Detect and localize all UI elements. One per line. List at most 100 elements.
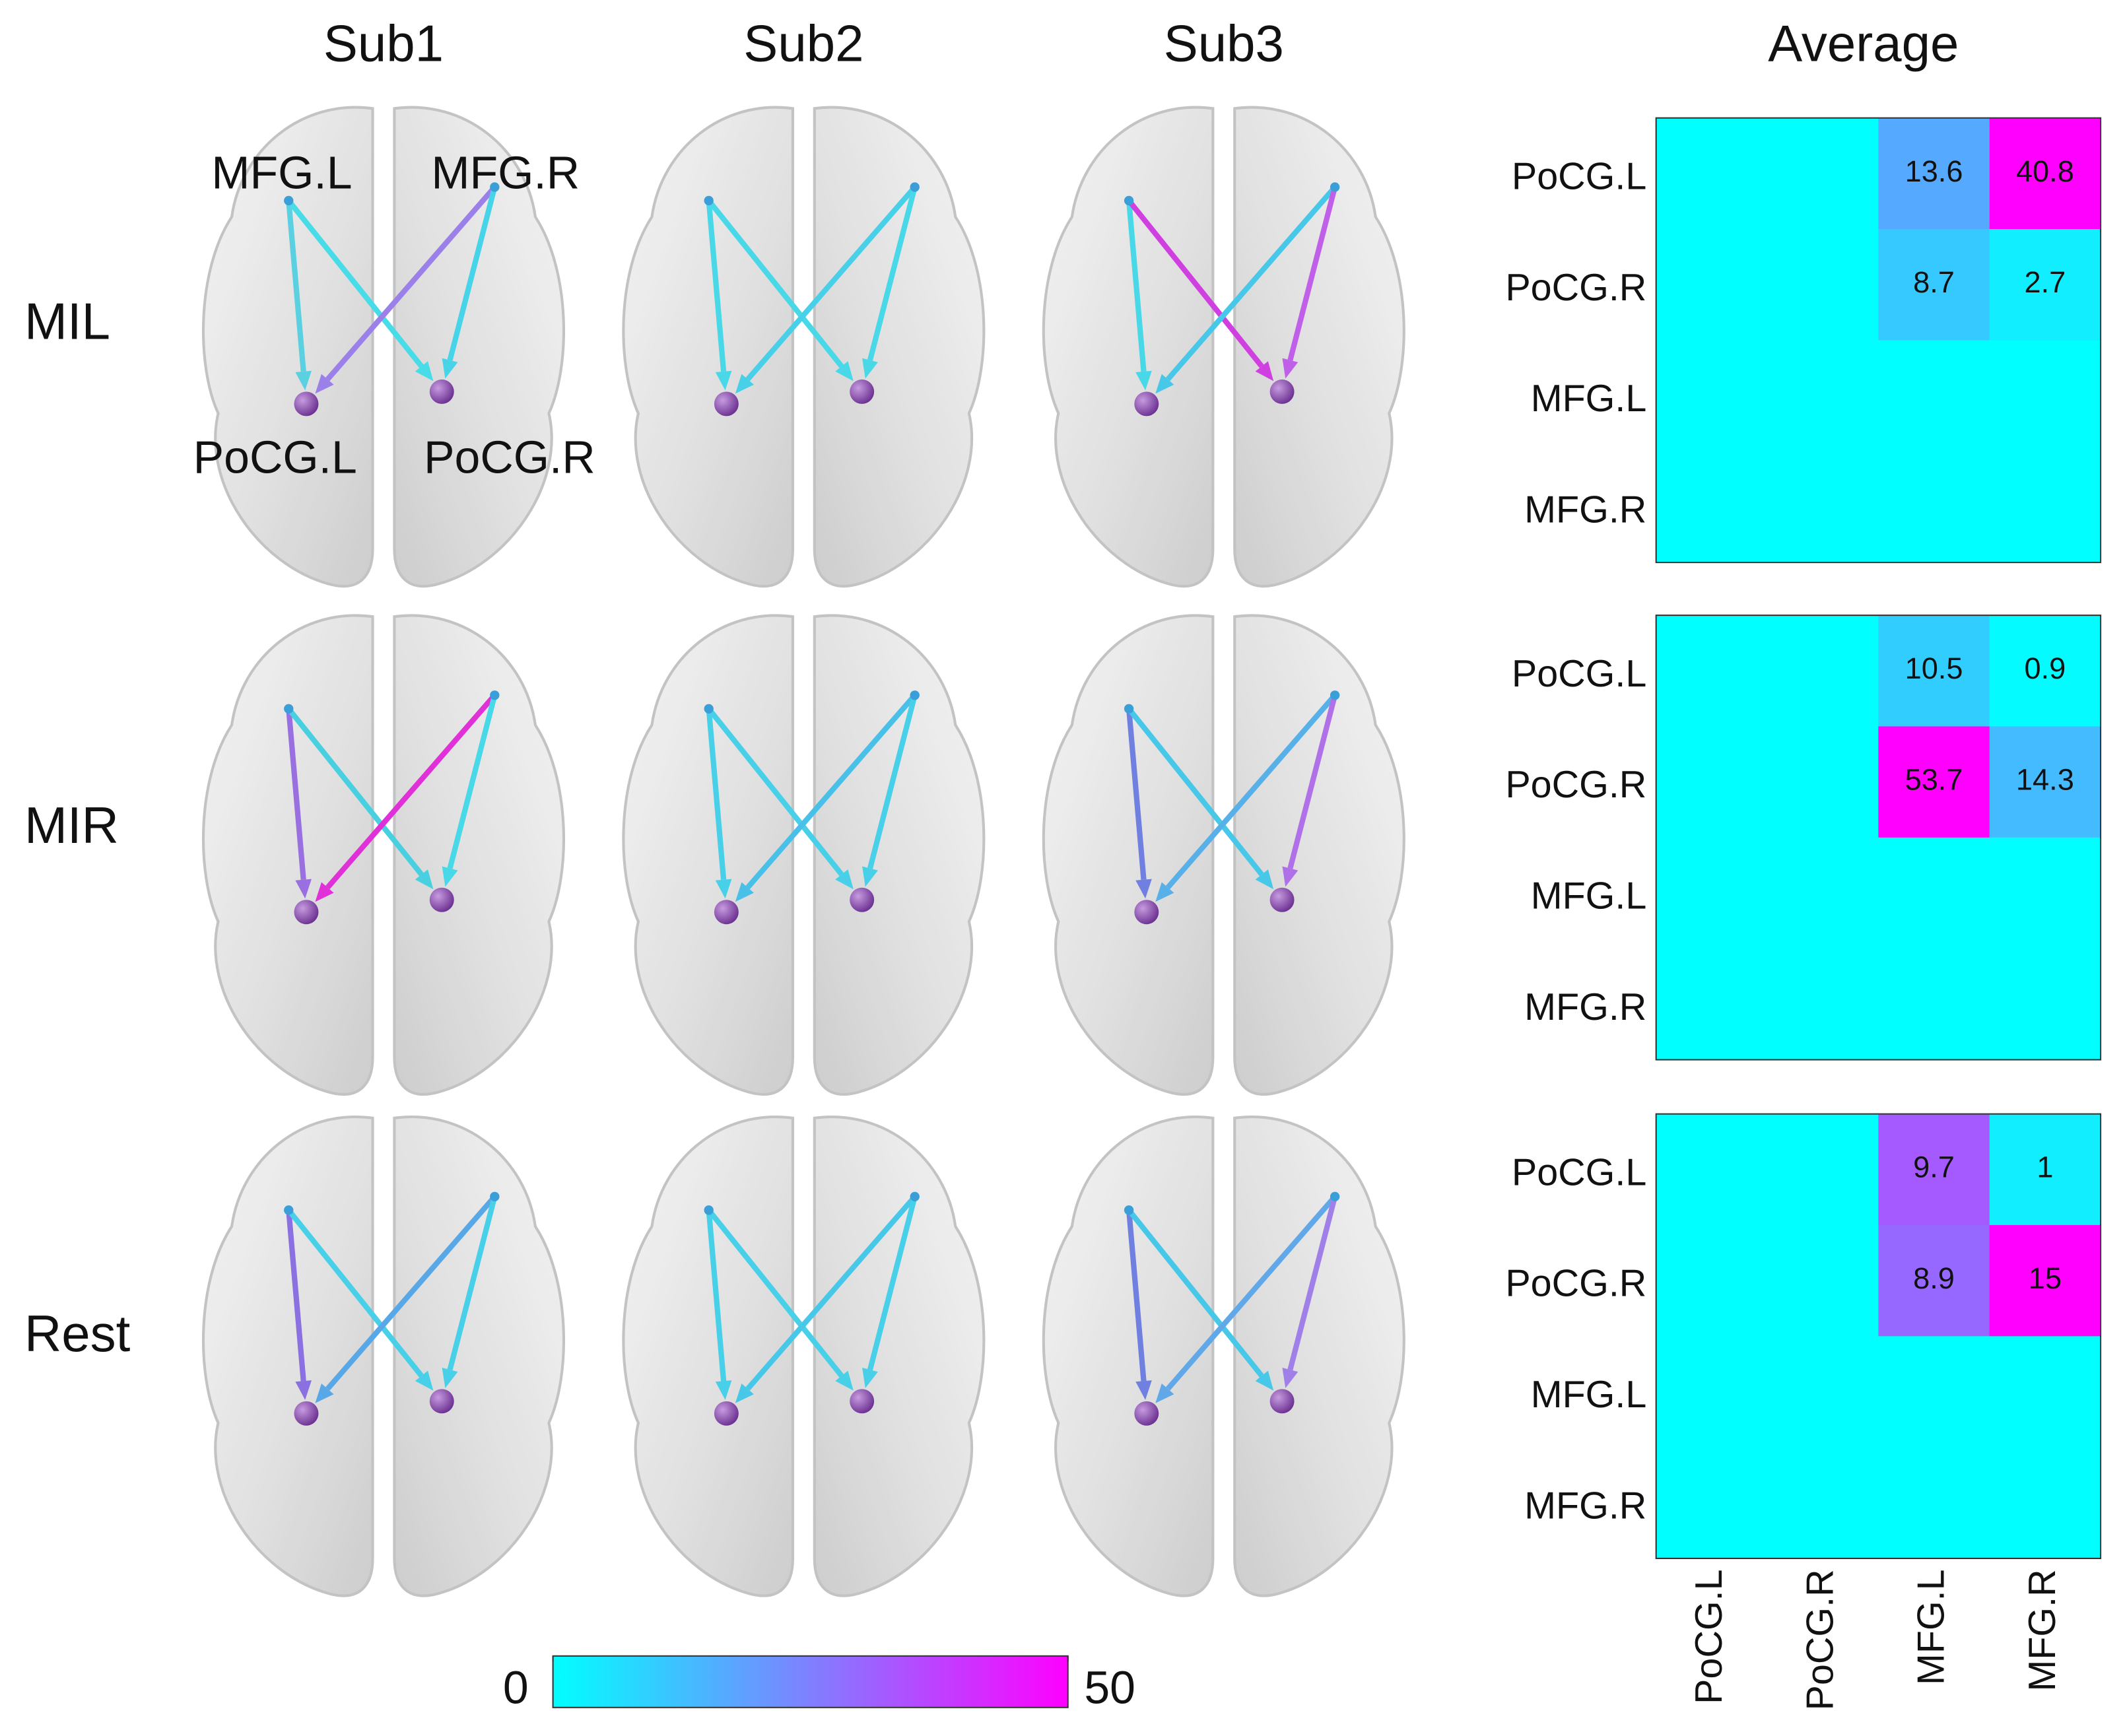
- heat-cell: [1656, 726, 1769, 838]
- heat-cell: [1767, 117, 1879, 230]
- heat-cell: [1878, 117, 1990, 230]
- heat-cell: [1656, 451, 1769, 564]
- arrow-head: [1135, 879, 1152, 899]
- cell-label: 15: [2029, 1261, 2062, 1295]
- heat-cell: [1767, 1114, 1879, 1226]
- cell-label: 10.5: [1905, 651, 1963, 685]
- arrow-head: [835, 869, 854, 890]
- hemisphere: [622, 1116, 795, 1597]
- heat-cell: [1767, 949, 1879, 1061]
- connection: [1287, 186, 1338, 361]
- heat-cell: [1656, 229, 1769, 341]
- arrow-head: [1135, 370, 1152, 391]
- cell-label: 40.8: [2016, 154, 2074, 188]
- connection: [286, 708, 306, 880]
- source-node: [910, 1191, 920, 1202]
- target-node: [1134, 391, 1159, 417]
- hemisphere: [201, 106, 374, 588]
- y-tick-label: MFG.L: [1531, 875, 1647, 918]
- arrow-head: [835, 361, 854, 382]
- cell-label: 2.7: [2024, 265, 2066, 299]
- heat-cell: [1878, 1447, 1990, 1559]
- connection: [1126, 1208, 1264, 1378]
- heat-cell: [1767, 837, 1879, 950]
- target-node: [850, 379, 875, 404]
- column-title: Sub3: [1164, 15, 1284, 73]
- x-tick-label: MFG.L: [1910, 1569, 1953, 1685]
- hemisphere: [201, 614, 374, 1096]
- source-node: [1330, 690, 1340, 700]
- cell-label: 8.9: [1913, 1261, 1955, 1295]
- connection: [1126, 1210, 1147, 1382]
- hemisphere: [813, 106, 986, 588]
- connection: [706, 707, 844, 877]
- target-node: [429, 379, 454, 404]
- row-label: MIR: [24, 796, 119, 854]
- heat-cell: [1767, 451, 1879, 564]
- target-node: [850, 887, 875, 912]
- target-node: [294, 1401, 319, 1426]
- heat-cell: [1989, 726, 2102, 838]
- arrow-head: [735, 1384, 754, 1403]
- target-node: [1269, 1389, 1295, 1414]
- connection: [1126, 708, 1147, 880]
- arrow-head: [715, 1380, 732, 1400]
- cell-label: 0.9: [2024, 651, 2066, 685]
- connection: [1165, 1195, 1337, 1391]
- connection: [1287, 1195, 1338, 1371]
- heatmaps: 13.6 40.8 8.7 2.7 PoCG.L PoCG.R MFG.L MFG.R 10.5…: [1505, 117, 2102, 1710]
- connection: [867, 186, 918, 361]
- target-node: [1269, 887, 1295, 912]
- hemisphere: [1233, 1116, 1405, 1597]
- connection: [447, 186, 498, 361]
- heat-frame: [1655, 615, 2102, 1061]
- column-title: Sub1: [323, 15, 444, 73]
- cell-label: 14.3: [2016, 763, 2074, 797]
- source-node: [1330, 1191, 1340, 1202]
- heat-cell: [1989, 117, 2102, 230]
- target-node: [429, 887, 454, 912]
- heat-cell: [1989, 1336, 2102, 1448]
- connection: [447, 1195, 498, 1371]
- arrow-head: [415, 1370, 434, 1391]
- arrow-head: [1135, 1380, 1152, 1400]
- hemisphere: [622, 614, 795, 1096]
- arrow-head: [715, 879, 732, 899]
- heat-cell: [1989, 1224, 2102, 1337]
- heat-cell: [1656, 615, 1769, 727]
- target-node: [1134, 1401, 1159, 1426]
- arrow-head: [715, 370, 732, 391]
- arrow-head: [1155, 882, 1174, 902]
- brain: [1042, 614, 1405, 1096]
- connection: [325, 1195, 497, 1391]
- heat-cell: [1656, 837, 1769, 950]
- brain-labels: MFG.L MFG.R PoCG.L PoCG.R: [193, 147, 595, 483]
- hemisphere: [622, 106, 795, 588]
- target-node: [714, 1401, 739, 1426]
- heat-cell: [1989, 949, 2102, 1061]
- arrow-head: [442, 358, 458, 379]
- brain: [622, 614, 986, 1096]
- heat-cell: [1878, 1114, 1990, 1226]
- arrow-head: [1155, 1384, 1174, 1403]
- heat-cell: [1767, 1224, 1879, 1337]
- heat-cell: [1989, 1447, 2102, 1559]
- heat-cell: [1656, 1336, 1769, 1448]
- heat-cell: [1656, 340, 1769, 452]
- heat-cell: [1878, 726, 1990, 838]
- arrow-head: [295, 1380, 312, 1400]
- source-node: [704, 704, 714, 714]
- source-node: [1124, 704, 1134, 714]
- arrow-head: [1282, 358, 1299, 379]
- x-tick-label: PoCG.L: [1688, 1569, 1730, 1704]
- source-node: [910, 690, 920, 700]
- heat-cell: [1767, 1447, 1879, 1559]
- hemisphere: [813, 614, 986, 1096]
- arrow-head: [442, 866, 458, 887]
- heat-cell: [1767, 340, 1879, 452]
- colorbar: [552, 1655, 1069, 1708]
- y-tick-label: PoCG.L: [1512, 653, 1646, 695]
- hemisphere: [393, 614, 566, 1096]
- y-tick-label: PoCG.R: [1505, 1263, 1646, 1305]
- connection: [745, 693, 917, 890]
